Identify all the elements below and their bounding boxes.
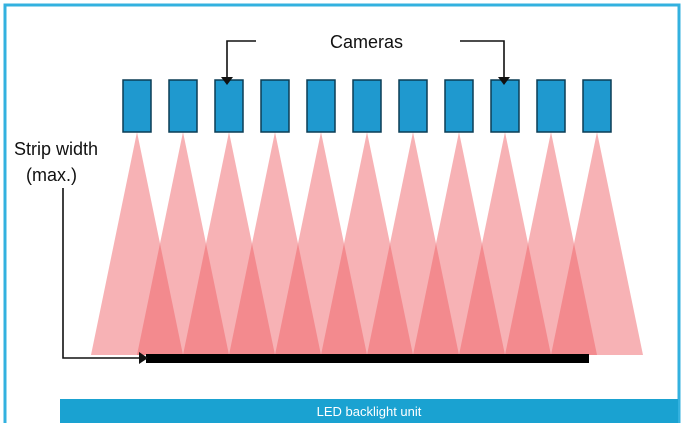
- camera-view-cone: [91, 132, 183, 355]
- camera-view-cone: [275, 132, 367, 355]
- camera: [122, 79, 152, 133]
- camera: [582, 79, 612, 133]
- camera: [260, 79, 290, 133]
- cameras-label: Cameras: [330, 32, 404, 52]
- cameras-arrow-right-head: [498, 77, 510, 85]
- camera-view-cone: [321, 132, 413, 355]
- camera: [352, 79, 382, 133]
- camera: [306, 79, 336, 133]
- cameras-arrow-left: [226, 40, 256, 78]
- camera-view-cone: [183, 132, 275, 355]
- camera: [490, 79, 520, 133]
- camera: [536, 79, 566, 133]
- strip-width-arrow-head: [139, 352, 148, 364]
- camera: [398, 79, 428, 133]
- camera-view-cone: [413, 132, 505, 355]
- strip-width-label: Strip width (max.): [14, 136, 98, 188]
- camera-view-cone: [459, 132, 551, 355]
- field-of-view-cones: [91, 132, 643, 355]
- cameras-arrow-left-head: [221, 77, 233, 85]
- camera: [444, 79, 474, 133]
- strip-width-label-line2: (max.): [26, 165, 77, 185]
- camera-view-cone: [505, 132, 597, 355]
- camera: [168, 79, 198, 133]
- camera-view-cone: [137, 132, 229, 355]
- backlight-bar: [60, 399, 678, 423]
- strip: [146, 354, 589, 363]
- camera-view-cone: [551, 132, 643, 355]
- camera-row: [122, 79, 612, 133]
- camera: [214, 79, 244, 133]
- backlight-label: LED backlight unit: [316, 403, 422, 419]
- camera-view-cone: [229, 132, 321, 355]
- camera-view-cone: [367, 132, 459, 355]
- strip-width-arrow: [62, 188, 140, 359]
- diagram-frame: [3, 3, 681, 423]
- cameras-arrow-right: [460, 40, 505, 78]
- strip-width-label-line1: Strip width: [14, 139, 99, 159]
